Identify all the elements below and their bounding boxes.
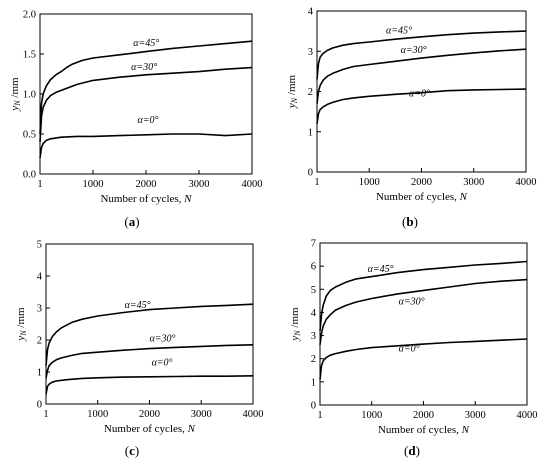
- x-tick-label: 4000: [517, 410, 538, 421]
- series-label-alpha0: α=0°: [138, 115, 159, 126]
- x-axis-title: Number of cycles, N: [376, 191, 468, 203]
- y-tick-label: 2: [311, 354, 316, 365]
- y-axis-title: yN /mm: [286, 74, 299, 109]
- x-tick-label: 2000: [411, 177, 432, 188]
- x-tick-label: 2000: [135, 179, 156, 190]
- y-tick-label: 0: [308, 168, 313, 179]
- y-tick-label: 0: [311, 401, 316, 412]
- series-label-alpha30: α=30°: [131, 62, 157, 73]
- y-tick-label: 4: [308, 7, 314, 18]
- series-label-alpha45: α=45°: [386, 26, 412, 37]
- x-tick-label: 3000: [463, 177, 484, 188]
- x-tick-label: 2000: [139, 409, 160, 420]
- y-tick-label: 4: [311, 308, 317, 319]
- series-line-alpha45: [316, 30, 527, 80]
- panel-caption: (a): [124, 214, 139, 229]
- y-tick-label: 0.5: [23, 130, 36, 141]
- y-tick-label: 1.0: [23, 90, 36, 101]
- series-line-alpha45: [45, 303, 254, 366]
- x-tick-label: 1000: [361, 410, 382, 421]
- series-line-alpha0: [45, 375, 254, 395]
- plot-frame: [45, 243, 254, 405]
- series-line-alpha30: [316, 48, 527, 104]
- series-line-alpha30: [319, 278, 528, 345]
- x-tick-label: 1: [314, 177, 319, 188]
- panel-caption: (d): [404, 443, 420, 458]
- series-label-alpha0: α=0°: [399, 344, 420, 355]
- x-tick-label: 2000: [413, 410, 434, 421]
- series-label-alpha30: α=30°: [150, 334, 176, 345]
- series-label-alpha0: α=0°: [409, 88, 430, 99]
- y-tick-label: 2: [308, 87, 313, 98]
- y-tick-label: 3: [37, 304, 42, 315]
- series-line-alpha0: [39, 133, 253, 159]
- series-line-alpha30: [45, 344, 254, 379]
- panel-caption: (b): [402, 214, 418, 229]
- x-tick-label: 3000: [465, 410, 486, 421]
- y-tick-label: 1: [308, 127, 313, 138]
- x-tick-label: 3000: [188, 179, 209, 190]
- y-axis-title: yN /mm: [9, 77, 22, 112]
- y-tick-label: 2.0: [23, 10, 36, 21]
- y-tick-label: 1: [311, 377, 316, 388]
- panel-caption: (c): [125, 443, 139, 458]
- plot-frame: [319, 242, 528, 406]
- x-tick-label: 1: [37, 179, 42, 190]
- y-tick-label: 3: [311, 331, 316, 342]
- chart-panel-1: 1 1000 2000 3000 4000 0.0 0.5 1.0 1.5 2.0 Number o…: [9, 10, 263, 230]
- series-label-alpha45: α=45°: [368, 264, 394, 275]
- y-tick-label: 4: [37, 272, 43, 283]
- y-axis-title: yN /mm: [289, 307, 302, 342]
- x-tick-label: 3000: [191, 409, 212, 420]
- series-label-alpha30: α=30°: [401, 45, 427, 56]
- y-tick-label: 5: [311, 285, 316, 296]
- x-axis-title: Number of cycles, N: [104, 423, 196, 435]
- series-label-alpha30: α=30°: [399, 297, 425, 308]
- x-tick-label: 1000: [82, 179, 103, 190]
- y-tick-label: 3: [308, 47, 313, 58]
- y-tick-label: 0: [37, 400, 42, 411]
- x-tick-label: 1: [43, 409, 48, 420]
- y-tick-label: 0.0: [23, 170, 36, 181]
- series-label-alpha0: α=0°: [152, 358, 173, 369]
- x-tick-label: 1: [317, 410, 322, 421]
- y-tick-label: 6: [311, 262, 316, 273]
- x-tick-label: 4000: [243, 409, 264, 420]
- y-tick-label: 1: [37, 368, 42, 379]
- series-line-alpha0: [316, 88, 527, 124]
- series-line-alpha0: [319, 338, 528, 380]
- y-tick-label: 7: [311, 239, 316, 250]
- series-line-alpha45: [39, 40, 253, 135]
- series-line-alpha45: [319, 260, 528, 331]
- series-label-alpha45: α=45°: [125, 300, 151, 311]
- x-tick-label: 4000: [516, 177, 537, 188]
- x-tick-label: 4000: [242, 179, 263, 190]
- x-axis-title: Number of cycles, N: [378, 424, 470, 436]
- y-tick-label: 5: [37, 240, 42, 251]
- x-axis-title: Number of cycles, N: [100, 193, 192, 205]
- series-line-alpha30: [39, 66, 253, 143]
- y-tick-label: 2: [37, 336, 42, 347]
- x-tick-label: 1000: [359, 177, 380, 188]
- series-label-alpha45: α=45°: [133, 38, 159, 49]
- y-tick-label: 1.5: [23, 50, 36, 61]
- x-tick-label: 1000: [87, 409, 108, 420]
- y-axis-title: yN /mm: [15, 307, 28, 342]
